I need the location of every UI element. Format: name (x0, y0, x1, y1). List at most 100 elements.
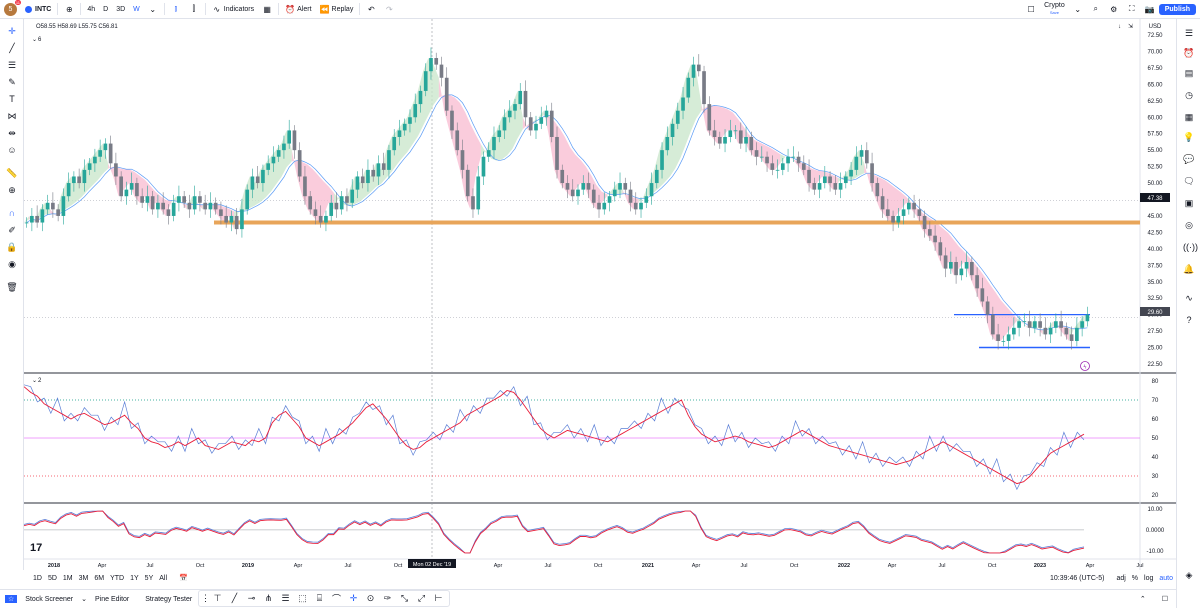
pine-editor-tab[interactable]: Pine Editor (95, 595, 130, 603)
timeframe-3d[interactable]: 3D (116, 5, 126, 13)
trash-icon[interactable]: 🗑 (6, 282, 18, 292)
time-axis[interactable]: 2018 Apr Jul Oct 2019 Apr Jul Oct Apr Jul Oct 2021 A… (48, 563, 1144, 569)
range-1m[interactable]: 1M (62, 574, 73, 582)
circle-tool-icon[interactable]: ⊙ (366, 593, 375, 603)
rectangle-tool-icon[interactable]: ⬚ (298, 593, 307, 603)
strategy-tester-tab[interactable]: Strategy Tester (145, 595, 193, 603)
search-button[interactable]: ⌕ (1087, 0, 1105, 19)
hotlist-icon[interactable]: ◷ (1185, 90, 1193, 100)
watchlist-icon[interactable]: ☰ (1184, 28, 1194, 38)
trend-line-icon[interactable]: ╱ (9, 43, 15, 53)
eye-icon[interactable]: ◉ (8, 259, 16, 269)
layout-select-button[interactable]: ☐ (1022, 0, 1040, 19)
publish-button[interactable]: Publish (1158, 3, 1196, 15)
layers-icon[interactable]: ◈ (1185, 570, 1193, 580)
alert-button[interactable]: ⏰ Alert (281, 0, 315, 19)
crosshair-icon[interactable]: ✛ (8, 26, 16, 36)
pane2-collapse-icon[interactable]: ⌄ (32, 378, 37, 384)
maximize-panel-icon[interactable]: ☐ (1161, 596, 1168, 603)
emoji-icon[interactable]: ☺ (7, 145, 17, 155)
ray-tool-icon[interactable]: ⊸ (247, 593, 256, 603)
range-1d[interactable]: 1D (33, 574, 42, 582)
drag-handle-icon[interactable]: ⋮ (201, 593, 210, 603)
indicators-button[interactable]: ∿ Indicators (208, 0, 258, 19)
lock-icon[interactable]: 🔒 (6, 242, 18, 252)
streams-icon[interactable]: ((·)) (1183, 242, 1198, 252)
range-1y[interactable]: 1Y (130, 574, 139, 582)
chart-area[interactable]: 72.50 70.00 67.50 65.00 62.50 60.00 57.50 55.00… (23, 19, 1176, 585)
fullscreen-button[interactable]: ⛶ (1123, 0, 1141, 19)
range-6m[interactable]: 6M (94, 574, 105, 582)
compare-button[interactable]: ⊕ (60, 0, 78, 19)
symbol-search[interactable]: INTC (21, 0, 55, 19)
ruler-icon[interactable]: 📏 (6, 168, 18, 178)
chart-type-button[interactable]: ⫿ (185, 0, 203, 19)
redo-button[interactable]: ↷ (380, 0, 398, 19)
percent-toggle[interactable]: % (1131, 574, 1139, 582)
stay-drawing-icon[interactable]: ✐ (8, 225, 16, 235)
range-all[interactable]: All (159, 574, 168, 582)
line-tool-icon[interactable]: ╱ (231, 593, 238, 603)
undo-button[interactable]: ↶ (362, 0, 380, 19)
data-window-icon[interactable]: ▤ (1184, 68, 1194, 78)
range-5d[interactable]: 5D (47, 574, 57, 582)
pane-move-down-icon[interactable]: ↓ (1118, 24, 1121, 30)
fib-icon[interactable]: ☰ (7, 60, 17, 70)
zoom-in-icon[interactable]: ⊕ (8, 185, 16, 195)
signals-icon[interactable]: ◎ (1185, 220, 1193, 230)
bar-style-button[interactable]: ⫾ (167, 0, 185, 19)
currency-label[interactable]: USD (1149, 24, 1162, 30)
prediction-icon[interactable]: ⇹ (8, 128, 16, 138)
layout-name[interactable]: Crypto Save (1040, 0, 1069, 19)
range-3m[interactable]: 3M (78, 574, 89, 582)
brush-icon[interactable]: ✎ (8, 77, 16, 87)
log-toggle[interactable]: log (1144, 574, 1154, 582)
fib-tool-icon[interactable]: ☰ (281, 593, 290, 603)
layout-dropdown[interactable]: ⌄ (1069, 0, 1087, 19)
chats-icon[interactable]: 🗨 (1183, 176, 1195, 186)
clock-time[interactable]: 10:39:46 (UTC-5) (1049, 574, 1105, 582)
text-icon[interactable]: T (9, 94, 15, 104)
timeframe-4h[interactable]: 4h (87, 5, 96, 13)
range-5y[interactable]: 5Y (144, 574, 154, 582)
frame-tool-icon[interactable]: ⌸ (316, 593, 323, 603)
adj-toggle[interactable]: adj (1116, 574, 1126, 582)
alerts-icon[interactable]: ⏰ (1183, 48, 1195, 58)
layout-button[interactable]: ▦ (258, 0, 276, 19)
snapshot-button[interactable]: 📷 (1141, 0, 1159, 19)
gantt-tool-icon[interactable]: ⊢ (434, 593, 443, 603)
stock-screener-tab[interactable]: Stock Screener (25, 595, 74, 603)
pattern-icon[interactable]: ⋈ (7, 111, 17, 121)
timeframe-d[interactable]: D (103, 5, 109, 13)
magnet-icon[interactable]: ∩ (8, 208, 16, 218)
price-axis[interactable]: 72.50 70.00 67.50 65.00 62.50 60.00 57.50 55.00… (24, 33, 1163, 368)
collapse-panel-icon[interactable]: ⌃ (1139, 596, 1146, 603)
event-marker[interactable] (1080, 361, 1090, 371)
timeframe-w[interactable]: W (133, 5, 140, 13)
measure-tool-icon[interactable]: ⤢ (417, 593, 426, 603)
order-panel-icon[interactable]: ▣ (1184, 198, 1194, 208)
pane-collapse-icon[interactable]: ⇲ (1128, 23, 1133, 30)
path-tool-icon[interactable]: ⤡ (400, 593, 409, 603)
curve-tool-icon[interactable]: ⌒ (331, 594, 341, 604)
range-ytd[interactable]: YTD (110, 574, 125, 582)
help-icon[interactable]: ? (1186, 315, 1192, 325)
calendar-icon[interactable]: ▦ (1184, 112, 1194, 122)
pane1-collapse-icon[interactable]: ⌄ (32, 37, 37, 43)
chat-icon[interactable]: 💬 (1183, 154, 1195, 164)
avatar[interactable]: 5 11 (4, 0, 21, 16)
settings-button[interactable]: ⚙ (1105, 0, 1123, 19)
goto-date-icon[interactable]: 📅 (179, 575, 188, 582)
chart-svg[interactable]: 72.50 70.00 67.50 65.00 62.50 60.00 57.50 55.00… (23, 19, 1176, 585)
auto-toggle[interactable]: auto (1159, 574, 1173, 582)
cursor-tool-icon[interactable]: ⊤ (213, 593, 222, 603)
replay-button[interactable]: ⏪ Replay (316, 0, 358, 19)
timeframe-dropdown[interactable]: ⌄ (144, 0, 162, 19)
ideas-icon[interactable]: 💡 (1183, 132, 1195, 142)
notifications-icon[interactable]: 🔔 (1183, 264, 1195, 274)
favorites-icon[interactable]: ☆ (5, 595, 18, 603)
stock-screener-dropdown-icon[interactable]: ⌄ (81, 596, 88, 603)
pitchfork-tool-icon[interactable]: ⋔ (264, 593, 273, 603)
pine-icon[interactable]: ∿ (1185, 293, 1193, 303)
brush-tool-icon[interactable]: ✑ (383, 593, 392, 603)
